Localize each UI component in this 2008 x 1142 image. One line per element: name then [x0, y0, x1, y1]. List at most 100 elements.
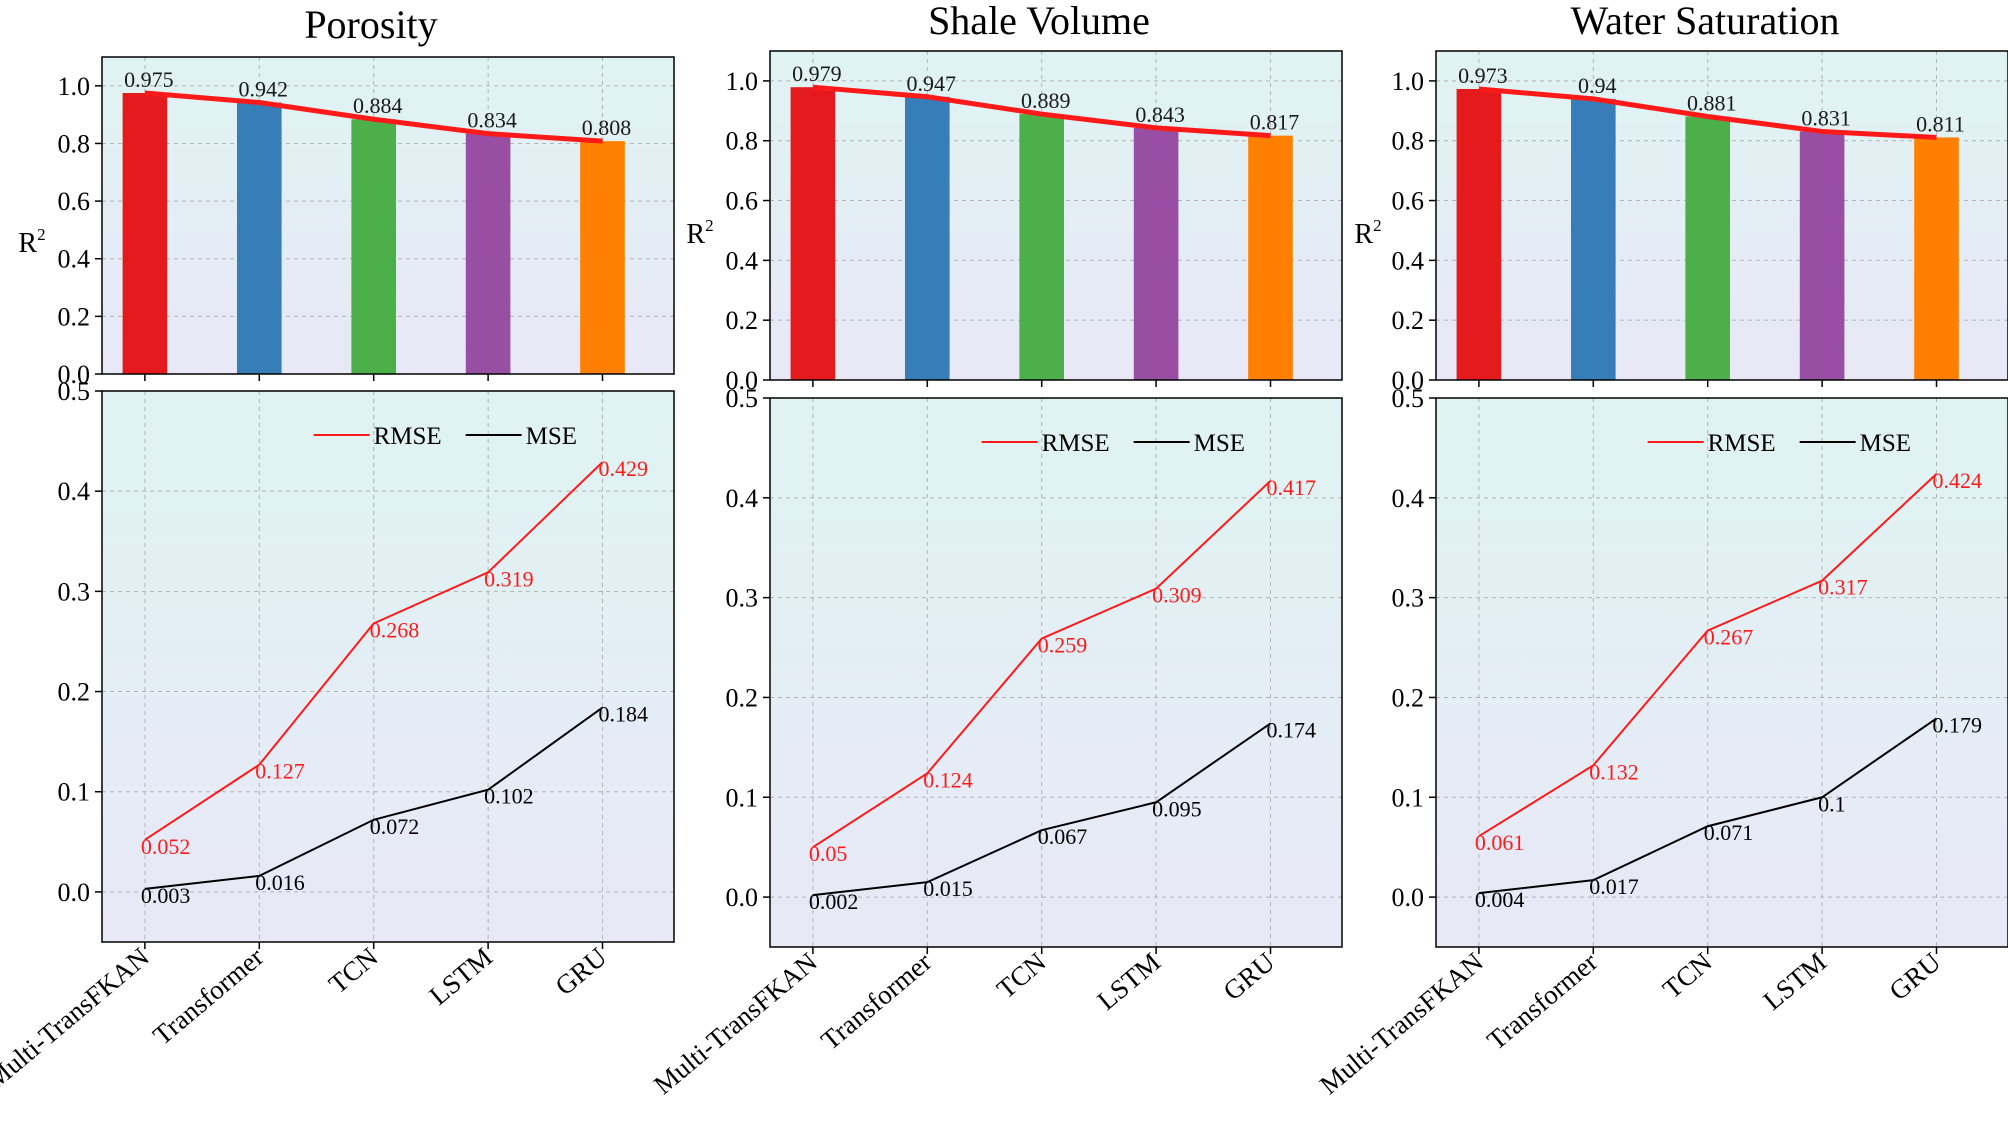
rmse-data-label: 0.417 — [1267, 475, 1317, 500]
r2-bar-lstm — [465, 133, 511, 374]
y-tick-label: 0.4 — [726, 246, 759, 275]
rmse-legend-label: RMSE — [1708, 430, 1776, 457]
y-tick-label: 0.0 — [58, 878, 91, 907]
mse-data-label: 0.102 — [484, 784, 533, 809]
plot-background — [770, 398, 1342, 947]
mse-data-label: 0.072 — [370, 814, 420, 839]
mse-data-label: 0.004 — [1475, 887, 1525, 912]
mse-data-label: 0.174 — [1267, 717, 1317, 742]
rmse-legend-label: RMSE — [1042, 430, 1110, 457]
r2-bar-transformer — [904, 96, 950, 380]
x-category-label: Multi-TransFKAN — [1314, 947, 1489, 1100]
x-category-label: LSTM — [1092, 947, 1166, 1016]
water-r2-ylabel: R2 — [1354, 216, 1381, 250]
r2-bar-gru — [1914, 137, 1959, 380]
rmse-data-label: 0.061 — [1475, 830, 1525, 855]
x-category-label: Multi-TransFKAN — [0, 942, 155, 1095]
y-tick-label: 0.8 — [1392, 127, 1425, 156]
r2-data-label: 0.889 — [1021, 88, 1071, 113]
shale-r2-chart: 0.0 0.2 0.4 0.6 0.8 1.0 0.979 0.947 0.889 0.843 0.… — [726, 50, 1343, 395]
rmse-data-label: 0.429 — [599, 456, 649, 481]
y-tick-label: 0.8 — [58, 129, 91, 158]
porosity-column: Porosity 0.0 0.2 0.4 0.6 0.8 1.0 0.975 0.942 0.8… — [0, 2, 675, 1095]
y-tick-label: 0.3 — [58, 577, 91, 606]
y-tick-label: 0.2 — [1392, 683, 1425, 712]
y-tick-label: 0.1 — [58, 778, 91, 807]
y-tick-label: 1.0 — [1392, 67, 1425, 96]
rmse-data-label: 0.05 — [809, 841, 848, 866]
water-r2-chart: 0.0 0.2 0.4 0.6 0.8 1.0 0.973 0.94 0.881 0.831 0.8… — [1392, 50, 2008, 395]
porosity-r2-chart: 0.0 0.2 0.4 0.6 0.8 1.0 0.975 0.942 0.884 0.834 0.… — [58, 56, 675, 389]
plot-frame — [101, 390, 675, 943]
x-category-label: GRU — [1217, 947, 1280, 1007]
r2-data-label: 0.811 — [1916, 111, 1965, 136]
x-category-label: Transformer — [1481, 947, 1603, 1056]
r2-data-label: 0.881 — [1687, 91, 1737, 116]
r2-data-label: 0.979 — [792, 61, 842, 86]
rmse-data-label: 0.424 — [1933, 468, 1983, 493]
y-tick-label: 0.4 — [726, 484, 759, 513]
y-tick-label: 0.8 — [726, 127, 759, 156]
rmse-data-label: 0.267 — [1704, 625, 1754, 650]
plot-frame — [769, 397, 1343, 948]
r2-bar-lstm — [1133, 127, 1179, 380]
r2-bar-tcn — [351, 119, 397, 374]
r2-bar-tcn — [1685, 116, 1731, 380]
r2-bar-transformer — [236, 102, 282, 375]
water-column: Water Saturation 0.0 0.2 0.4 0.6 0.8 1.0 0.973… — [1314, 0, 2008, 1100]
shale-title: Shale Volume — [928, 0, 1150, 43]
r2-bar-lstm — [1799, 131, 1845, 380]
r2-data-label: 0.973 — [1458, 63, 1508, 88]
rmse-legend-label: RMSE — [374, 423, 442, 450]
r2-data-label: 0.947 — [907, 71, 957, 96]
r2-bar-tcn — [1019, 114, 1065, 380]
y-tick-label: 0.2 — [726, 683, 759, 712]
r2-bar-gru — [1248, 135, 1293, 380]
y-tick-label: 1.0 — [726, 67, 759, 96]
r2-data-label: 0.808 — [582, 115, 632, 140]
plot-frame — [101, 56, 675, 375]
rmse-data-label: 0.259 — [1038, 633, 1088, 658]
mse-legend-label: MSE — [1860, 430, 1911, 457]
mse-legend-label: MSE — [526, 423, 577, 450]
porosity-error-chart: 0.0 0.1 0.2 0.3 0.4 0.5 0.052 0.127 0.268 0.319 0.… — [0, 377, 675, 1095]
rmse-data-label: 0.132 — [1589, 759, 1639, 784]
mse-data-label: 0.1 — [1818, 791, 1846, 816]
x-category-label: GRU — [1883, 947, 1946, 1007]
rmse-line — [144, 461, 604, 841]
x-category-label: TCN — [1657, 947, 1718, 1005]
water-title: Water Saturation — [1571, 0, 1840, 43]
r2-bar-multi-transfkan — [1456, 88, 1502, 380]
r2-data-label: 0.831 — [1801, 105, 1851, 130]
plot-background — [1436, 398, 2008, 947]
y-tick-label: 0.0 — [1392, 883, 1425, 912]
rmse-line — [1478, 473, 1938, 838]
y-tick-label: 0.6 — [58, 187, 91, 216]
x-category-label: TCN — [991, 947, 1052, 1005]
y-tick-label: 0.0 — [726, 366, 759, 395]
y-tick-label: 0.6 — [726, 187, 759, 216]
r2-data-label: 0.834 — [467, 108, 517, 133]
y-tick-label: 0.1 — [726, 783, 759, 812]
plot-frame — [1435, 397, 2008, 948]
x-category-label: TCN — [323, 942, 384, 1000]
porosity-r2-ylabel: R2 — [18, 225, 45, 259]
mse-data-label: 0.179 — [1933, 712, 1983, 737]
water-error-chart: 0.0 0.1 0.2 0.3 0.4 0.5 0.061 0.132 0.267 0.317 0.… — [1314, 384, 2008, 1100]
mse-data-label: 0.184 — [599, 702, 649, 727]
y-tick-label: 0.4 — [1392, 484, 1425, 513]
r2-data-label: 0.94 — [1578, 73, 1617, 98]
r2-bar-gru — [580, 141, 625, 374]
y-tick-label: 0.0 — [726, 883, 759, 912]
x-category-label: LSTM — [1758, 947, 1832, 1016]
y-tick-label: 0.0 — [1392, 366, 1425, 395]
porosity-title: Porosity — [304, 2, 437, 47]
y-tick-label: 0.6 — [1392, 187, 1425, 216]
r2-data-label: 0.975 — [124, 67, 174, 92]
mse-data-label: 0.095 — [1152, 796, 1202, 821]
y-tick-label: 0.2 — [58, 302, 91, 331]
y-tick-label: 0.2 — [726, 306, 759, 335]
y-tick-label: 0.5 — [1392, 384, 1425, 413]
rmse-line — [812, 480, 1272, 849]
y-tick-label: 0.4 — [1392, 246, 1425, 275]
